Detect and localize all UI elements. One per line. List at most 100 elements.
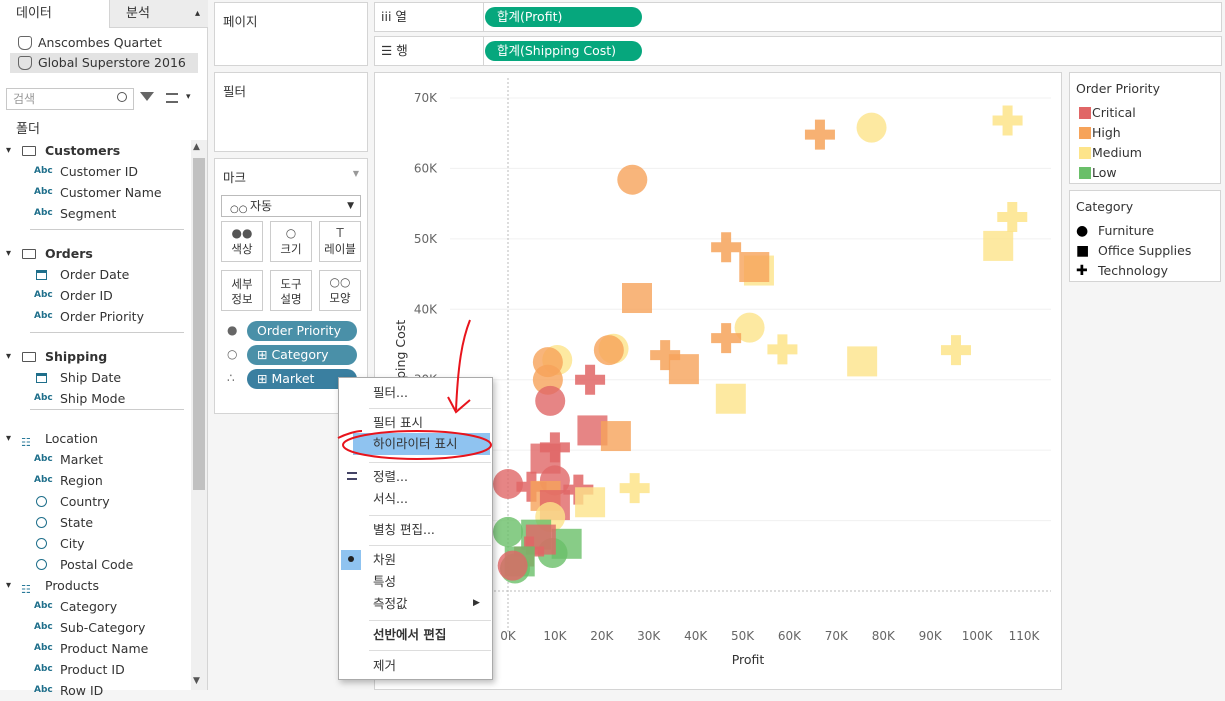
field-label: Order ID: [60, 288, 113, 303]
mark-detail-button[interactable]: 세부 정보: [221, 270, 263, 311]
legend-item-high[interactable]: High: [1076, 123, 1216, 143]
menu-separator: [369, 650, 491, 651]
field-label: Row ID: [60, 683, 104, 698]
menu-item-remove[interactable]: 제거: [373, 658, 397, 673]
scrollbar-thumb[interactable]: [193, 158, 205, 490]
mark-tooltip-button[interactable]: 도구 설명: [270, 270, 312, 311]
datasource-item-selected[interactable]: Global Superstore 2016: [10, 53, 198, 73]
scatter-point[interactable]: [493, 516, 523, 547]
search-input[interactable]: 검색: [6, 88, 134, 110]
scatter-point[interactable]: [593, 335, 624, 366]
scatter-point[interactable]: [535, 385, 566, 416]
folder-icon: [22, 249, 36, 259]
scatter-point[interactable]: [983, 230, 1014, 261]
scroll-down-icon[interactable]: ▼: [193, 676, 200, 686]
menu-item-edit-alias[interactable]: 별칭 편집...: [373, 522, 435, 537]
scatter-point[interactable]: [715, 383, 746, 414]
filters-card[interactable]: 필터: [214, 72, 368, 152]
mark-pill[interactable]: ⊞ Category: [247, 345, 357, 365]
category-legend[interactable]: Category ● Furniture ■ Office Supplies ✚ Tech…: [1069, 190, 1221, 282]
field-label: Country: [60, 494, 110, 509]
shelf-divider: [483, 3, 484, 31]
mark-pill-label: Market: [271, 371, 315, 386]
scatter-point[interactable]: [617, 164, 648, 195]
mark-pill[interactable]: Order Priority: [247, 321, 357, 341]
tab-data[interactable]: 데이터: [0, 0, 110, 28]
legend-item-plus[interactable]: ✚ Technology: [1076, 261, 1216, 281]
scroll-up-icon[interactable]: ▲: [193, 142, 200, 152]
scatter-point[interactable]: [497, 550, 528, 581]
mark-shape-button[interactable]: ○○ 모양: [319, 270, 361, 311]
hierarchy-icon: ☷: [21, 583, 31, 596]
view-list-icon[interactable]: [166, 93, 178, 103]
filters-title: 필터: [223, 84, 247, 99]
scatter-point[interactable]: [650, 340, 681, 371]
chevron-updown-icon[interactable]: ▴: [194, 8, 200, 19]
scatter-point[interactable]: [767, 334, 798, 365]
scatter-point[interactable]: [668, 354, 699, 385]
sort-icon: [347, 472, 357, 480]
priority-legend[interactable]: Order Priority Critical High Medium Low: [1069, 72, 1221, 184]
filter-icon[interactable]: [140, 92, 154, 101]
menu-item-show-highlighter[interactable]: 하이라이터 표시: [353, 433, 490, 455]
menu-item-attribute[interactable]: 특성: [373, 574, 397, 589]
scatter-point[interactable]: [600, 421, 631, 452]
scatter-point[interactable]: [619, 473, 650, 504]
mark-button-label: 도구 설명: [280, 277, 302, 306]
scatter-point[interactable]: [940, 335, 971, 366]
menu-item-filter[interactable]: 필터...: [373, 385, 408, 400]
scatter-point[interactable]: [997, 202, 1028, 233]
menu-item-edit-in-shelf[interactable]: 선반에서 편집: [373, 627, 447, 642]
scatter-point[interactable]: [847, 346, 878, 377]
scatter-point[interactable]: [711, 323, 742, 354]
legend-item-critical[interactable]: Critical: [1076, 103, 1216, 123]
globe-icon: [36, 517, 47, 528]
scatter-point[interactable]: [622, 283, 652, 314]
scatter-point[interactable]: [804, 119, 835, 150]
legend-label: High: [1092, 125, 1121, 140]
datasource-item[interactable]: Anscombes Quartet: [10, 33, 198, 53]
menu-item-format[interactable]: 서식...: [373, 491, 408, 506]
menu-item-measure[interactable]: 측정값: [373, 596, 408, 611]
y-tick-label: 50K: [414, 232, 438, 246]
pages-card[interactable]: 페이지: [214, 2, 368, 66]
scatter-chart[interactable]: 70K60K50K40K30K0K10K20K30K40K50K60K70K80…: [375, 73, 1063, 691]
scatter-point[interactable]: [739, 252, 770, 283]
label-icon: T: [336, 226, 344, 240]
menu-item-sort[interactable]: 정렬...: [373, 469, 408, 484]
tab-analytics[interactable]: 분석 ▴: [110, 0, 208, 28]
legend-item-low[interactable]: Low: [1076, 163, 1216, 183]
menu-item-dimension[interactable]: 차원: [373, 552, 397, 567]
menu-item-show-filter[interactable]: 필터 표시: [373, 415, 423, 430]
scatter-point[interactable]: [734, 312, 765, 343]
chevron-down-icon[interactable]: ▾: [6, 580, 12, 591]
mark-type-select[interactable]: ○○ 자동 ▼: [221, 195, 361, 217]
scatter-point[interactable]: [711, 232, 742, 263]
mark-color-button[interactable]: ●● 색상: [221, 221, 263, 262]
profit-pill[interactable]: 합계(Profit): [485, 7, 642, 27]
priority-legend-title: Order Priority: [1076, 81, 1160, 96]
scatter-point[interactable]: [575, 364, 606, 395]
mark-pill[interactable]: ⊞ Market: [247, 369, 357, 389]
mark-label-button[interactable]: T 레이블: [319, 221, 361, 262]
scatter-point[interactable]: [493, 468, 523, 499]
chevron-down-icon[interactable]: ▾: [6, 248, 12, 259]
scatter-point[interactable]: [575, 487, 606, 518]
chevron-down-icon[interactable]: ▾: [6, 145, 12, 156]
chevron-down-icon[interactable]: ▾: [186, 92, 191, 102]
scatter-point[interactable]: [856, 112, 887, 143]
legend-item-medium[interactable]: Medium: [1076, 143, 1216, 163]
shipping-cost-pill[interactable]: 합계(Shipping Cost): [485, 41, 642, 61]
x-tick-label: 100K: [962, 629, 994, 643]
columns-shelf[interactable]: iii 열 합계(Profit): [374, 2, 1222, 32]
chevron-down-icon[interactable]: ▾: [6, 433, 12, 444]
shape-icon: ○○: [329, 275, 351, 289]
field-label: Shipping: [45, 349, 108, 364]
scatter-point[interactable]: [992, 105, 1023, 136]
mark-size-button[interactable]: ○ 크기: [270, 221, 312, 262]
rows-shelf[interactable]: ☰ 행 합계(Shipping Cost): [374, 36, 1222, 66]
legend-item-square[interactable]: ■ Office Supplies: [1076, 241, 1216, 261]
legend-item-circle[interactable]: ● Furniture: [1076, 221, 1216, 241]
chevron-down-icon[interactable]: ▼: [352, 169, 359, 178]
chevron-down-icon[interactable]: ▾: [6, 351, 12, 362]
